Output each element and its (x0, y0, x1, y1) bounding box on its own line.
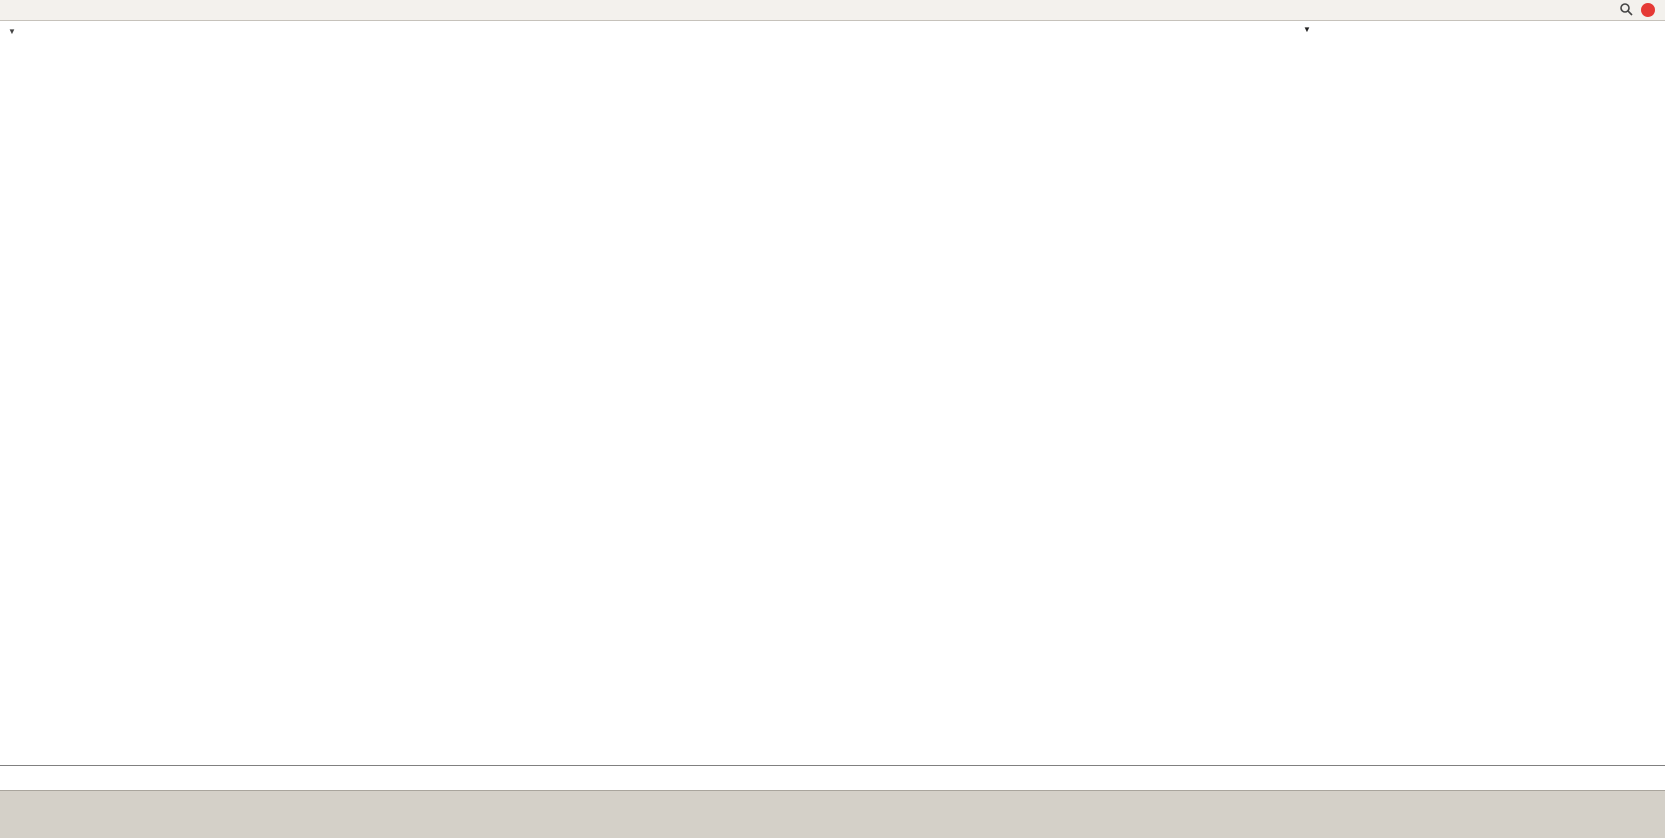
chart-icon: ▼ (8, 27, 16, 36)
chart-menu-icon[interactable]: ▼ (1303, 25, 1311, 34)
chart-window: ▼ ▼ (0, 21, 1665, 838)
toolbar-right (1619, 2, 1655, 19)
bottom-strip (0, 790, 1665, 838)
chart-symbol-label: ▼ (8, 26, 19, 38)
toolbar (0, 0, 1665, 21)
notification-badge[interactable] (1641, 3, 1655, 17)
main-price-chart[interactable] (0, 21, 1665, 572)
macd-panel[interactable] (0, 572, 1665, 677)
search-icon[interactable] (1619, 2, 1633, 19)
rsi-panel[interactable] (0, 677, 1665, 765)
time-axis[interactable] (0, 765, 1665, 790)
